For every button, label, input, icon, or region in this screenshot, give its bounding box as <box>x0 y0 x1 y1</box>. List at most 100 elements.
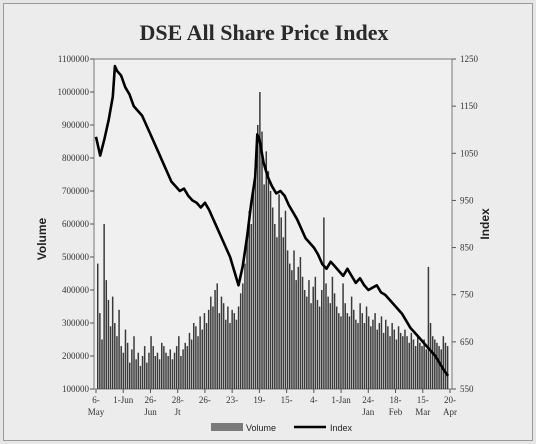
volume-bar <box>222 303 225 389</box>
volume-bar <box>380 316 383 389</box>
right-axis-ticks: 1250 1150 1050 950 850 750 650 550 <box>452 54 479 394</box>
volume-bar <box>376 329 378 389</box>
volume-bars <box>97 92 449 389</box>
volume-bar <box>291 270 293 389</box>
volume-bar <box>250 224 253 389</box>
volume-bar <box>406 336 408 389</box>
x-tick-label: 4- <box>310 395 318 405</box>
volume-bar <box>148 352 150 389</box>
volume-bar <box>274 224 276 389</box>
volume-bar <box>367 316 370 389</box>
chart: DSE All Share Price Index 1100000 1000000… <box>35 20 492 433</box>
volume-bar <box>327 296 329 389</box>
volume-bar <box>175 346 178 389</box>
x-tick-sublabel: Jun <box>144 407 157 417</box>
x-tick-label: 6- <box>92 395 100 405</box>
volume-bar <box>263 184 265 389</box>
volume-bar <box>165 352 167 389</box>
x-tick-label: 18- <box>390 395 402 405</box>
volume-bar <box>239 293 242 389</box>
volume-bar <box>182 349 184 389</box>
volume-bar <box>363 323 366 389</box>
volume-bar <box>265 151 268 389</box>
left-tick-label: 800000 <box>62 153 90 163</box>
volume-bar <box>120 346 122 389</box>
volume-bar <box>186 346 189 389</box>
volume-bar <box>284 210 287 389</box>
left-tick-label: 1000000 <box>58 87 90 97</box>
chart-frame: DSE All Share Price Index 1100000 1000000… <box>3 3 533 441</box>
volume-bar <box>335 306 338 389</box>
volume-bar <box>438 346 440 389</box>
left-tick-label: 900000 <box>62 120 90 130</box>
volume-bar <box>393 329 396 389</box>
x-axis-ticks: 6- May 1-Jun 26- Jun 28- Jt 26- 23- 19- 15- 4- 1-Jan… <box>88 389 457 417</box>
volume-bar <box>118 309 120 389</box>
volume-bar <box>107 299 110 389</box>
volume-bar <box>146 362 148 389</box>
x-tick-sublabel: Apr <box>443 407 457 417</box>
volume-bar <box>346 313 349 389</box>
volume-bar <box>199 316 201 389</box>
right-tick-label: 950 <box>460 195 474 205</box>
x-tick-sublabel: Mar <box>415 407 430 417</box>
volume-bar <box>389 336 391 389</box>
left-tick-label: 700000 <box>62 186 90 196</box>
volume-bar <box>329 303 332 389</box>
volume-bar <box>350 296 353 389</box>
volume-bar <box>303 290 306 389</box>
volume-bar <box>129 362 131 389</box>
volume-bar <box>244 263 246 389</box>
volume-bar <box>444 342 447 389</box>
x-tick-label: 26- <box>199 395 211 405</box>
volume-bar <box>161 342 163 389</box>
volume-bar <box>361 313 364 389</box>
volume-bar <box>156 352 159 389</box>
volume-bar <box>97 263 99 389</box>
volume-bar <box>355 319 357 389</box>
volume-bar <box>397 326 400 389</box>
volume-bar <box>318 306 321 389</box>
volume-bar <box>414 346 417 389</box>
x-tick-sublabel: Jan <box>362 407 374 417</box>
volume-bar <box>267 171 270 389</box>
volume-bar <box>271 207 274 389</box>
x-tick-label: 19- <box>253 395 265 405</box>
x-tick-label: 20- <box>444 395 456 405</box>
left-tick-label: 1100000 <box>58 54 90 64</box>
volume-bar <box>111 296 114 389</box>
volume-bar <box>278 194 280 389</box>
volume-bar <box>382 332 385 389</box>
volume-bar <box>205 323 208 389</box>
volume-bar <box>143 346 146 389</box>
volume-bar <box>316 299 319 389</box>
volume-bar <box>323 217 325 389</box>
x-tick-label: 15- <box>417 395 429 405</box>
volume-bar <box>408 342 410 389</box>
volume-bar <box>297 266 300 389</box>
volume-bar <box>325 283 327 389</box>
volume-bar <box>333 293 336 389</box>
volume-bar <box>218 313 221 389</box>
volume-bar <box>357 323 359 389</box>
chart-title: DSE All Share Price Index <box>140 20 389 45</box>
volume-bar <box>227 306 229 389</box>
volume-bar <box>233 313 236 389</box>
left-tick-label: 600000 <box>62 219 90 229</box>
volume-bar <box>237 306 240 389</box>
volume-bar <box>295 280 297 389</box>
volume-bar <box>231 309 233 389</box>
volume-bar <box>124 329 127 389</box>
volume-bar <box>254 164 257 389</box>
volume-bar <box>308 280 310 389</box>
volume-bar <box>163 346 165 389</box>
volume-bar <box>431 336 434 389</box>
x-tick-sublabel: May <box>88 407 105 417</box>
volume-bar <box>348 316 351 389</box>
volume-bar <box>171 359 174 389</box>
volume-bar <box>286 250 289 389</box>
right-tick-label: 1050 <box>460 148 479 158</box>
volume-bar <box>419 342 421 389</box>
volume-bar <box>276 237 278 389</box>
volume-bar <box>434 339 436 389</box>
